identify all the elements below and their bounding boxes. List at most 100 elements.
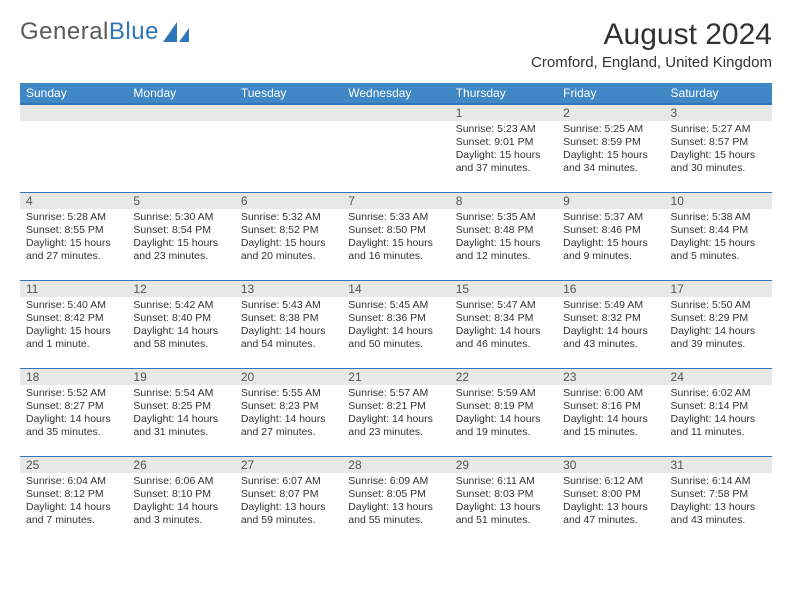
- day-details: Sunrise: 5:50 AMSunset: 8:29 PMDaylight:…: [665, 297, 772, 356]
- calendar-day-cell: [20, 104, 127, 192]
- day-details: Sunrise: 5:27 AMSunset: 8:57 PMDaylight:…: [665, 121, 772, 180]
- calendar-day-cell: 30Sunrise: 6:12 AMSunset: 8:00 PMDayligh…: [557, 456, 664, 544]
- weekday-header: Saturday: [665, 83, 772, 104]
- day-number: 19: [127, 369, 234, 385]
- day-number: 10: [665, 193, 772, 209]
- day-details: Sunrise: 5:42 AMSunset: 8:40 PMDaylight:…: [127, 297, 234, 356]
- calendar-week-row: 4Sunrise: 5:28 AMSunset: 8:55 PMDaylight…: [20, 192, 772, 280]
- weekday-header: Sunday: [20, 83, 127, 104]
- calendar-day-cell: 16Sunrise: 5:49 AMSunset: 8:32 PMDayligh…: [557, 280, 664, 368]
- calendar-day-cell: 8Sunrise: 5:35 AMSunset: 8:48 PMDaylight…: [450, 192, 557, 280]
- day-details: Sunrise: 5:33 AMSunset: 8:50 PMDaylight:…: [342, 209, 449, 268]
- calendar-day-cell: 10Sunrise: 5:38 AMSunset: 8:44 PMDayligh…: [665, 192, 772, 280]
- day-details: Sunrise: 5:59 AMSunset: 8:19 PMDaylight:…: [450, 385, 557, 444]
- weekday-header: Thursday: [450, 83, 557, 104]
- calendar-day-cell: 23Sunrise: 6:00 AMSunset: 8:16 PMDayligh…: [557, 368, 664, 456]
- day-number: 31: [665, 457, 772, 473]
- calendar-day-cell: 29Sunrise: 6:11 AMSunset: 8:03 PMDayligh…: [450, 456, 557, 544]
- calendar-day-cell: [235, 104, 342, 192]
- day-number: 13: [235, 281, 342, 297]
- day-number: [20, 105, 127, 121]
- day-number: 17: [665, 281, 772, 297]
- day-details: Sunrise: 5:55 AMSunset: 8:23 PMDaylight:…: [235, 385, 342, 444]
- day-number: 29: [450, 457, 557, 473]
- day-details: Sunrise: 6:11 AMSunset: 8:03 PMDaylight:…: [450, 473, 557, 532]
- day-number: 28: [342, 457, 449, 473]
- calendar-day-cell: 19Sunrise: 5:54 AMSunset: 8:25 PMDayligh…: [127, 368, 234, 456]
- day-number: 11: [20, 281, 127, 297]
- weekday-header: Tuesday: [235, 83, 342, 104]
- day-number: 8: [450, 193, 557, 209]
- location-subtitle: Cromford, England, United Kingdom: [531, 54, 772, 71]
- calendar-day-cell: 25Sunrise: 6:04 AMSunset: 8:12 PMDayligh…: [20, 456, 127, 544]
- weekday-header: Friday: [557, 83, 664, 104]
- day-details: Sunrise: 5:37 AMSunset: 8:46 PMDaylight:…: [557, 209, 664, 268]
- day-number: 1: [450, 105, 557, 121]
- day-details: Sunrise: 5:35 AMSunset: 8:48 PMDaylight:…: [450, 209, 557, 268]
- day-number: 23: [557, 369, 664, 385]
- day-details: Sunrise: 5:43 AMSunset: 8:38 PMDaylight:…: [235, 297, 342, 356]
- calendar-day-cell: 3Sunrise: 5:27 AMSunset: 8:57 PMDaylight…: [665, 104, 772, 192]
- day-number: 15: [450, 281, 557, 297]
- day-number: 7: [342, 193, 449, 209]
- calendar-week-row: 25Sunrise: 6:04 AMSunset: 8:12 PMDayligh…: [20, 456, 772, 544]
- brand-part1: General: [20, 18, 109, 46]
- day-details: Sunrise: 6:12 AMSunset: 8:00 PMDaylight:…: [557, 473, 664, 532]
- day-details: Sunrise: 6:00 AMSunset: 8:16 PMDaylight:…: [557, 385, 664, 444]
- day-details: Sunrise: 5:25 AMSunset: 8:59 PMDaylight:…: [557, 121, 664, 180]
- day-number: 3: [665, 105, 772, 121]
- day-details: Sunrise: 5:47 AMSunset: 8:34 PMDaylight:…: [450, 297, 557, 356]
- day-number: [127, 105, 234, 121]
- calendar-day-cell: 9Sunrise: 5:37 AMSunset: 8:46 PMDaylight…: [557, 192, 664, 280]
- calendar-day-cell: 17Sunrise: 5:50 AMSunset: 8:29 PMDayligh…: [665, 280, 772, 368]
- day-number: 22: [450, 369, 557, 385]
- day-details: Sunrise: 6:06 AMSunset: 8:10 PMDaylight:…: [127, 473, 234, 532]
- day-details: Sunrise: 5:30 AMSunset: 8:54 PMDaylight:…: [127, 209, 234, 268]
- day-number: 2: [557, 105, 664, 121]
- day-number: 27: [235, 457, 342, 473]
- calendar-table: SundayMondayTuesdayWednesdayThursdayFrid…: [20, 83, 772, 544]
- calendar-day-cell: [342, 104, 449, 192]
- calendar-week-row: 18Sunrise: 5:52 AMSunset: 8:27 PMDayligh…: [20, 368, 772, 456]
- day-number: 9: [557, 193, 664, 209]
- day-details: Sunrise: 5:28 AMSunset: 8:55 PMDaylight:…: [20, 209, 127, 268]
- day-details: Sunrise: 5:40 AMSunset: 8:42 PMDaylight:…: [20, 297, 127, 356]
- day-details: [127, 121, 234, 127]
- calendar-day-cell: 2Sunrise: 5:25 AMSunset: 8:59 PMDaylight…: [557, 104, 664, 192]
- calendar-day-cell: 1Sunrise: 5:23 AMSunset: 9:01 PMDaylight…: [450, 104, 557, 192]
- day-details: Sunrise: 5:57 AMSunset: 8:21 PMDaylight:…: [342, 385, 449, 444]
- day-details: Sunrise: 5:52 AMSunset: 8:27 PMDaylight:…: [20, 385, 127, 444]
- day-details: [20, 121, 127, 127]
- day-number: 21: [342, 369, 449, 385]
- day-number: [235, 105, 342, 121]
- calendar-week-row: 1Sunrise: 5:23 AMSunset: 9:01 PMDaylight…: [20, 104, 772, 192]
- day-number: 5: [127, 193, 234, 209]
- day-details: Sunrise: 5:54 AMSunset: 8:25 PMDaylight:…: [127, 385, 234, 444]
- calendar-day-cell: 4Sunrise: 5:28 AMSunset: 8:55 PMDaylight…: [20, 192, 127, 280]
- calendar-day-cell: 26Sunrise: 6:06 AMSunset: 8:10 PMDayligh…: [127, 456, 234, 544]
- day-number: 30: [557, 457, 664, 473]
- day-number: 25: [20, 457, 127, 473]
- day-details: Sunrise: 6:09 AMSunset: 8:05 PMDaylight:…: [342, 473, 449, 532]
- day-details: Sunrise: 6:02 AMSunset: 8:14 PMDaylight:…: [665, 385, 772, 444]
- day-details: Sunrise: 5:49 AMSunset: 8:32 PMDaylight:…: [557, 297, 664, 356]
- day-number: 18: [20, 369, 127, 385]
- calendar-day-cell: 27Sunrise: 6:07 AMSunset: 8:07 PMDayligh…: [235, 456, 342, 544]
- calendar-day-cell: 11Sunrise: 5:40 AMSunset: 8:42 PMDayligh…: [20, 280, 127, 368]
- brand-logo: GeneralBlue: [20, 18, 189, 46]
- day-details: Sunrise: 5:23 AMSunset: 9:01 PMDaylight:…: [450, 121, 557, 180]
- calendar-day-cell: [127, 104, 234, 192]
- day-number: 20: [235, 369, 342, 385]
- calendar-day-cell: 14Sunrise: 5:45 AMSunset: 8:36 PMDayligh…: [342, 280, 449, 368]
- day-number: 26: [127, 457, 234, 473]
- calendar-day-cell: 5Sunrise: 5:30 AMSunset: 8:54 PMDaylight…: [127, 192, 234, 280]
- calendar-day-cell: 7Sunrise: 5:33 AMSunset: 8:50 PMDaylight…: [342, 192, 449, 280]
- day-details: Sunrise: 6:14 AMSunset: 7:58 PMDaylight:…: [665, 473, 772, 532]
- day-number: 14: [342, 281, 449, 297]
- calendar-day-cell: 6Sunrise: 5:32 AMSunset: 8:52 PMDaylight…: [235, 192, 342, 280]
- weekday-header: Wednesday: [342, 83, 449, 104]
- calendar-day-cell: 12Sunrise: 5:42 AMSunset: 8:40 PMDayligh…: [127, 280, 234, 368]
- calendar-day-cell: 28Sunrise: 6:09 AMSunset: 8:05 PMDayligh…: [342, 456, 449, 544]
- calendar-day-cell: 22Sunrise: 5:59 AMSunset: 8:19 PMDayligh…: [450, 368, 557, 456]
- calendar-day-cell: 18Sunrise: 5:52 AMSunset: 8:27 PMDayligh…: [20, 368, 127, 456]
